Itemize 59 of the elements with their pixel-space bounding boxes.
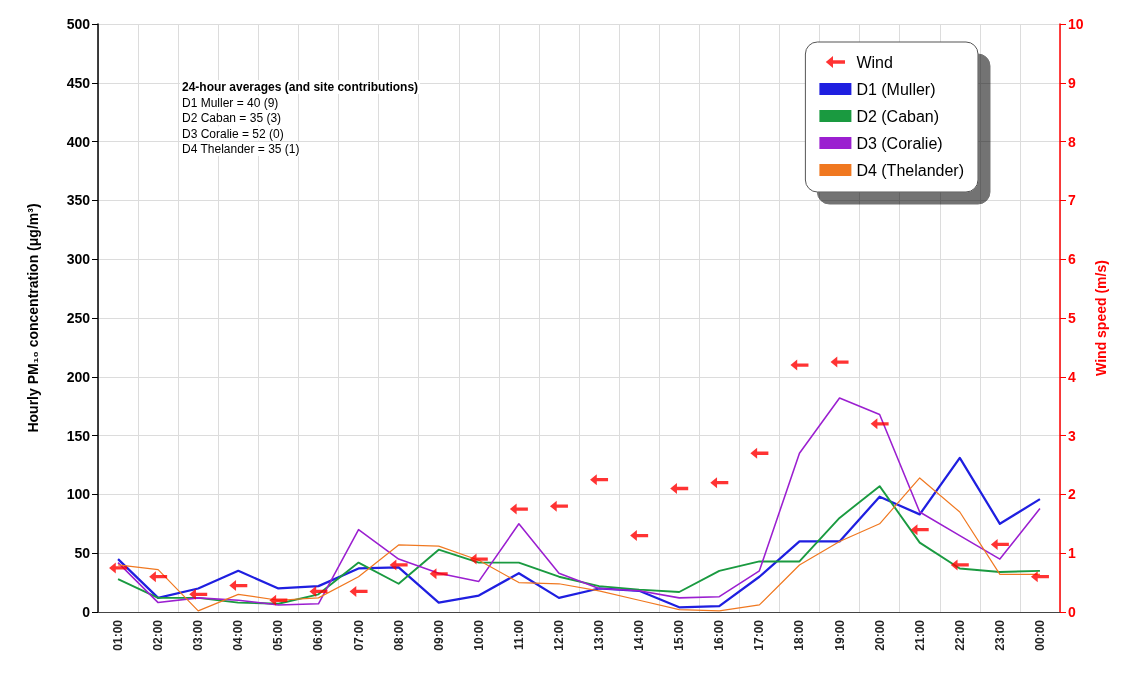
- x-tick-label: 17:00: [752, 619, 767, 651]
- y-tick-label: 150: [66, 427, 91, 444]
- y-tick-label: 250: [66, 310, 91, 326]
- legend-label: D4 (Thelander): [856, 161, 965, 179]
- y-axis-title: Hourly PM₁₀ concentration (μg/m³): [25, 203, 41, 433]
- y2-tick-label: 4: [1068, 368, 1076, 385]
- y2-tick-label: 6: [1068, 251, 1076, 268]
- x-tick-label: 10:00: [471, 619, 486, 651]
- x-tick-label: 06:00: [311, 619, 326, 651]
- legend-label: D1 (Muller): [856, 80, 936, 98]
- annotation: D3 Coralie = 52 (0): [182, 126, 284, 141]
- x-tick-label: 07:00: [351, 619, 366, 651]
- annotation: 24-hour averages (and site contributions): [182, 80, 419, 94]
- y2-tick-label: 8: [1068, 133, 1076, 150]
- y2-tick-label: 5: [1068, 310, 1076, 326]
- annotation: D1 Muller = 40 (9): [182, 95, 279, 110]
- x-tick-label: 05:00: [271, 619, 286, 651]
- annotation: D2 Caban = 35 (3): [182, 111, 282, 125]
- x-tick-label: 09:00: [431, 619, 446, 651]
- y-tick-label: 350: [66, 192, 91, 209]
- y-tick-label: 450: [66, 74, 91, 91]
- y-tick-label: 300: [66, 251, 91, 268]
- x-tick-label: 21:00: [912, 619, 927, 651]
- line-series: [116, 456, 1042, 609]
- x-tick-label: 04:00: [231, 619, 246, 651]
- x-tick-label: 11:00: [511, 619, 526, 651]
- x-tick-label: 01:00: [111, 619, 126, 651]
- y-tick-label: 400: [66, 133, 91, 150]
- y-tick-label: 100: [66, 486, 91, 503]
- x-tick-label: 19:00: [832, 619, 847, 651]
- annotation: D4 Thelander = 35 (1): [182, 142, 300, 156]
- y2-tick-label: 1: [1068, 545, 1076, 562]
- y2-axis-title: Wind speed (m/s): [1093, 260, 1110, 376]
- x-tick-label: 22:00: [952, 619, 967, 651]
- x-tick-label: 02:00: [151, 619, 166, 651]
- y-tick-label: 50: [74, 545, 91, 562]
- x-tick-label: 18:00: [792, 619, 807, 651]
- legend-label: D2 (Caban): [856, 107, 940, 125]
- y-tick-label: 0: [82, 604, 91, 620]
- y2-tick-label: 3: [1068, 427, 1076, 444]
- y2-tick-label: 0: [1068, 604, 1076, 620]
- x-tick-label: 23:00: [992, 619, 1007, 651]
- x-tick-label: 20:00: [872, 619, 887, 651]
- x-tick-label: 12:00: [551, 619, 566, 651]
- x-tick-label: 08:00: [391, 619, 406, 651]
- y2-tick-label: 9: [1068, 74, 1076, 91]
- y-tick-label: 500: [66, 16, 91, 32]
- legend-label: D3 (Coralie): [856, 134, 943, 152]
- x-tick-label: 13:00: [592, 619, 607, 651]
- y2-tick-label: 2: [1068, 486, 1076, 503]
- legend-label: Wind: [856, 53, 893, 71]
- y2-tick-label: 10: [1068, 16, 1084, 32]
- x-tick-label: 14:00: [632, 619, 647, 651]
- x-tick-label: 00:00: [1032, 619, 1047, 651]
- y2-tick-label: 7: [1068, 192, 1076, 209]
- y-tick-label: 200: [66, 368, 91, 385]
- x-tick-label: 03:00: [191, 619, 206, 651]
- x-tick-label: 15:00: [672, 619, 687, 651]
- x-tick-label: 16:00: [712, 619, 727, 651]
